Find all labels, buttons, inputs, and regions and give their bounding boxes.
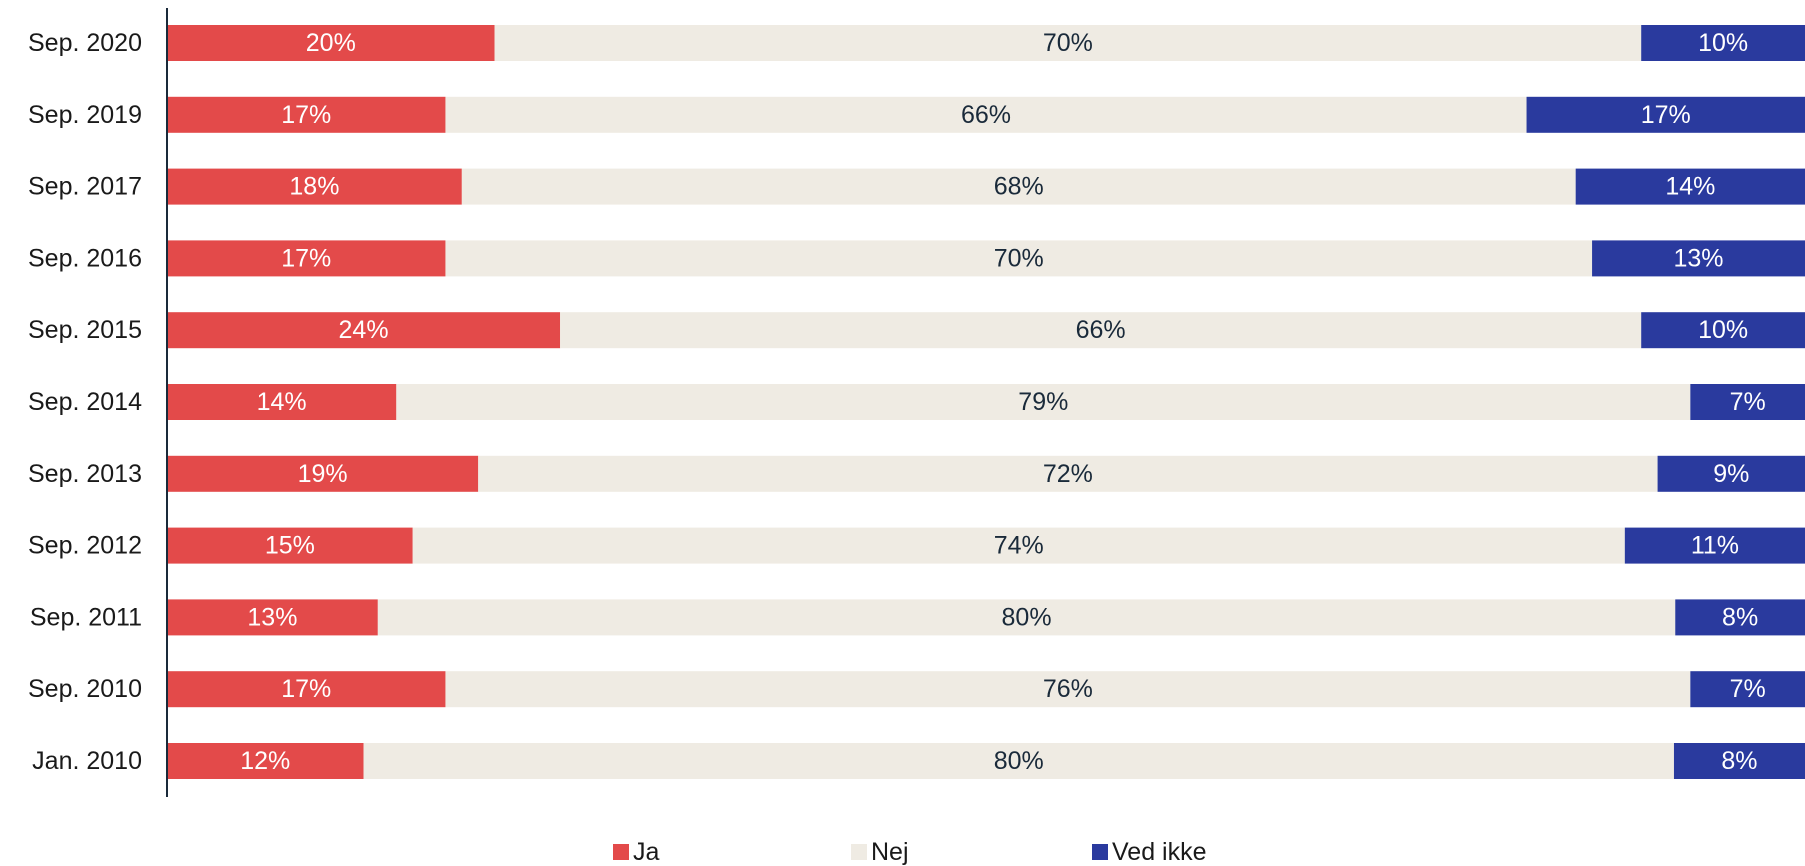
data-label-ja-sep-2016: 17% <box>281 244 331 272</box>
data-label-ja-sep-2014: 14% <box>257 388 307 416</box>
data-label-ved-ikke-sep-2014: 7% <box>1730 388 1766 416</box>
bar-ja-sep-2010 <box>167 671 446 708</box>
bar-ja-jan-2010 <box>167 743 364 779</box>
bar-nej-sep-2012 <box>412 527 1625 564</box>
bar-ved-ikke-sep-2014 <box>1690 384 1805 420</box>
data-label-nej-sep-2011: 80% <box>1002 603 1052 631</box>
bar-ved-ikke-jan-2010 <box>1673 743 1805 779</box>
data-label-nej-sep-2012: 74% <box>994 532 1044 560</box>
category-label-sep-2011: Sep. 2011 <box>30 603 142 631</box>
data-label-ved-ikke-sep-2017: 14% <box>1665 173 1715 201</box>
data-label-ja-sep-2015: 24% <box>339 316 389 344</box>
legend: Ja Nej Ved ikke <box>613 838 1207 866</box>
legend-swatch-ja <box>613 844 629 860</box>
bar-ved-ikke-sep-2015 <box>1641 312 1805 349</box>
data-label-ja-sep-2017: 18% <box>289 173 339 201</box>
data-label-nej-sep-2013: 72% <box>1043 460 1093 488</box>
data-label-ved-ikke-jan-2010: 8% <box>1721 747 1757 775</box>
bar-nej-sep-2016 <box>445 240 1593 277</box>
data-label-ved-ikke-sep-2013: 9% <box>1713 460 1749 488</box>
bar-nej-sep-2014 <box>396 384 1691 420</box>
bar-ved-ikke-sep-2020 <box>1641 25 1805 61</box>
data-label-ja-sep-2019: 17% <box>281 101 331 129</box>
bar-ved-ikke-sep-2010 <box>1690 671 1805 708</box>
category-label-sep-2013: Sep. 2013 <box>28 460 142 488</box>
bar-ja-sep-2012 <box>167 527 413 564</box>
category-labels: Sep. 2020 Sep. 2019 Sep. 2017 Sep. 2016 Sep.… <box>28 29 142 775</box>
category-label-sep-2019: Sep. 2019 <box>28 101 142 129</box>
data-label-ja-sep-2013: 19% <box>298 460 348 488</box>
bar-nej-jan-2010 <box>363 743 1674 779</box>
bar-ja-sep-2011 <box>167 599 378 636</box>
category-label-sep-2014: Sep. 2014 <box>28 388 142 416</box>
bar-ved-ikke-sep-2011 <box>1675 599 1805 636</box>
data-label-nej-sep-2015: 66% <box>1076 316 1126 344</box>
data-label-ved-ikke-sep-2020: 10% <box>1698 29 1748 57</box>
bar-ja-sep-2013 <box>167 455 479 492</box>
data-label-nej-sep-2014: 79% <box>1018 388 1068 416</box>
bar-nej-sep-2015 <box>560 312 1642 349</box>
data-label-ved-ikke-sep-2012: 11% <box>1691 532 1739 560</box>
category-label-sep-2012: Sep. 2012 <box>28 532 142 560</box>
legend-swatch-nej <box>851 844 867 860</box>
data-label-nej-jan-2010: 80% <box>994 747 1044 775</box>
legend-label-nej: Nej <box>871 838 909 866</box>
data-label-ja-sep-2010: 17% <box>281 675 331 703</box>
data-label-ja-sep-2012: 15% <box>265 532 315 560</box>
data-label-ved-ikke-sep-2016: 13% <box>1674 244 1724 272</box>
bars-group: 20% 70% 10% 17% 66% 17% 18% 68% 14% 17% 70% 13% 24% 6… <box>167 25 1805 779</box>
category-label-sep-2015: Sep. 2015 <box>28 316 142 344</box>
bar-ved-ikke-sep-2019 <box>1526 96 1805 133</box>
bar-ja-sep-2014 <box>167 384 397 420</box>
bar-ved-ikke-sep-2012 <box>1624 527 1805 564</box>
category-label-sep-2010: Sep. 2010 <box>28 675 142 703</box>
category-label-jan-2010: Jan. 2010 <box>32 747 142 775</box>
data-label-ved-ikke-sep-2019: 17% <box>1641 101 1691 129</box>
bar-nej-sep-2020 <box>494 25 1642 61</box>
bar-nej-sep-2011 <box>377 599 1676 636</box>
bar-ja-sep-2017 <box>167 168 462 205</box>
data-label-ja-jan-2010: 12% <box>240 747 290 775</box>
legend-label-ved-ikke: Ved ikke <box>1112 838 1207 866</box>
category-label-sep-2017: Sep. 2017 <box>28 173 142 201</box>
bar-nej-sep-2013 <box>478 455 1658 492</box>
bar-nej-sep-2019 <box>445 96 1527 133</box>
data-label-nej-sep-2010: 76% <box>1043 675 1093 703</box>
bar-ja-sep-2019 <box>167 96 446 133</box>
data-label-nej-sep-2020: 70% <box>1043 29 1093 57</box>
bar-ved-ikke-sep-2016 <box>1592 240 1805 277</box>
bar-ved-ikke-sep-2013 <box>1657 455 1805 492</box>
category-label-sep-2020: Sep. 2020 <box>28 29 142 57</box>
legend-swatch-ved-ikke <box>1092 844 1108 860</box>
data-label-ved-ikke-sep-2015: 10% <box>1698 316 1748 344</box>
bar-ved-ikke-sep-2017 <box>1575 168 1805 205</box>
data-label-nej-sep-2017: 68% <box>994 173 1044 201</box>
bar-ja-sep-2015 <box>167 312 561 349</box>
data-label-ved-ikke-sep-2011: 8% <box>1722 603 1758 631</box>
bar-ja-sep-2020 <box>167 25 495 61</box>
bar-nej-sep-2017 <box>461 168 1576 205</box>
bar-ja-sep-2016 <box>167 240 446 277</box>
category-label-sep-2016: Sep. 2016 <box>28 244 142 272</box>
data-label-ved-ikke-sep-2010: 7% <box>1730 675 1766 703</box>
data-label-nej-sep-2016: 70% <box>994 244 1044 272</box>
data-label-nej-sep-2019: 66% <box>961 101 1011 129</box>
bar-nej-sep-2010 <box>445 671 1691 708</box>
legend-label-ja: Ja <box>633 838 660 866</box>
data-label-ja-sep-2011: 13% <box>247 603 297 631</box>
data-label-ja-sep-2020: 20% <box>306 29 356 57</box>
